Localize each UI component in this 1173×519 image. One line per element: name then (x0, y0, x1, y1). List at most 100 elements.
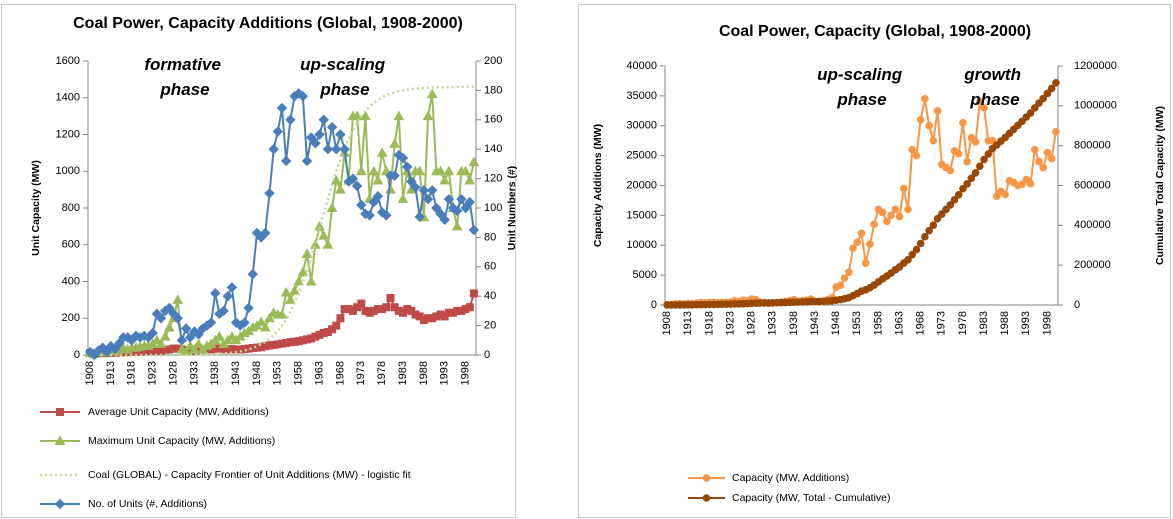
data-point (301, 155, 313, 167)
data-point (222, 290, 233, 302)
data-point (310, 138, 321, 149)
y2-axis-label: Cumulative Total Capacity (MW) (1154, 106, 1166, 265)
data-point (929, 136, 938, 145)
data-point (1035, 99, 1043, 107)
data-point (460, 165, 471, 176)
y2-tick-label: 400000 (1074, 219, 1111, 231)
data-point (397, 193, 409, 203)
data-point (372, 174, 384, 185)
y-tick-label: 200 (62, 312, 80, 324)
data-point (381, 210, 392, 221)
data-point (189, 343, 200, 354)
data-point (339, 143, 350, 155)
x-tick-label: 1938 (788, 311, 800, 335)
annotation: up-scaling phase (300, 55, 390, 99)
y-tick-label: 10000 (626, 239, 657, 251)
data-point (301, 248, 313, 258)
y-tick-label: 20000 (626, 179, 657, 191)
y-tick-label: 25000 (626, 150, 657, 162)
data-point (332, 321, 341, 330)
data-point (214, 331, 225, 341)
y-tick-label: 30000 (626, 120, 657, 132)
y2-tick-label: 100 (484, 202, 502, 214)
legend-marker (56, 408, 64, 416)
data-point (280, 155, 292, 167)
legend-marker (54, 498, 66, 510)
y-tick-label: 1400 (56, 92, 80, 104)
annotation: formative phase (144, 55, 225, 99)
legend-marker (54, 435, 66, 445)
data-point (184, 340, 196, 350)
data-point (431, 202, 442, 214)
annotation: growth phase (963, 65, 1025, 109)
annotation: up-scaling phase (817, 65, 907, 109)
x-tick-label: 1968 (915, 311, 927, 335)
x-tick-label: 1933 (767, 311, 779, 335)
data-point (268, 143, 279, 155)
x-tick-label: 1913 (105, 361, 117, 385)
y-tick-label: 15000 (626, 209, 657, 221)
data-point (386, 294, 395, 303)
data-point (464, 174, 476, 185)
y-tick-label: 5000 (633, 269, 657, 281)
data-point (284, 294, 296, 304)
data-point (1039, 163, 1048, 172)
data-point (468, 224, 480, 236)
data-point (984, 150, 993, 158)
y-tick-label: 1200 (56, 128, 80, 140)
data-point (451, 220, 463, 231)
annotation-line: phase (319, 80, 369, 99)
data-point (276, 309, 288, 319)
data-point (247, 268, 259, 280)
legend-label: Capacity (MW, Total - Cumulative) (732, 492, 891, 504)
y-tick-label: 400 (62, 275, 80, 287)
data-point (147, 327, 158, 339)
data-point (226, 331, 238, 341)
data-point (971, 169, 980, 177)
data-point (925, 121, 933, 130)
y2-tick-label: 1200000 (1074, 60, 1117, 72)
data-point (1047, 154, 1056, 163)
data-point (239, 317, 250, 328)
data-point (954, 150, 963, 158)
y-tick-label: 1600 (56, 55, 80, 67)
y2-tick-label: 80 (484, 231, 496, 243)
data-point (895, 212, 904, 221)
data-point (372, 191, 384, 202)
data-point (980, 155, 988, 164)
data-point (389, 138, 401, 148)
data-point (356, 199, 367, 211)
data-point (963, 157, 971, 166)
data-point (887, 211, 895, 220)
data-point (1043, 148, 1052, 157)
data-point (210, 288, 221, 299)
data-point (326, 202, 338, 212)
x-tick-label: 1933 (188, 361, 200, 385)
panel (1, 4, 516, 518)
data-point (904, 205, 912, 214)
x-tick-label: 1938 (209, 361, 221, 385)
data-point (114, 338, 125, 349)
data-point (1039, 94, 1048, 103)
legend-label: Capacity (MW, Additions) (732, 472, 849, 484)
y2-tick-label: 40 (484, 290, 496, 302)
x-tick-label: 1948 (830, 311, 842, 335)
y2-tick-label: 120 (484, 173, 502, 185)
y2-axis-label: Unit Numbers (#) (506, 166, 518, 251)
data-point (976, 98, 984, 106)
data-point (351, 110, 363, 121)
data-point (950, 196, 959, 204)
y-axis-label: Unit Capacity (MW) (30, 160, 42, 256)
y2-tick-label: 0 (484, 349, 490, 361)
series-line (90, 85, 474, 357)
data-point (1043, 89, 1052, 98)
annotation-line: growth (963, 65, 1025, 84)
data-point (460, 202, 471, 214)
data-point (468, 156, 480, 167)
data-point (1052, 127, 1060, 136)
data-point (916, 115, 925, 124)
data-point (293, 275, 305, 286)
y2-tick-label: 600000 (1074, 179, 1111, 191)
x-tick-label: 1963 (893, 311, 905, 335)
